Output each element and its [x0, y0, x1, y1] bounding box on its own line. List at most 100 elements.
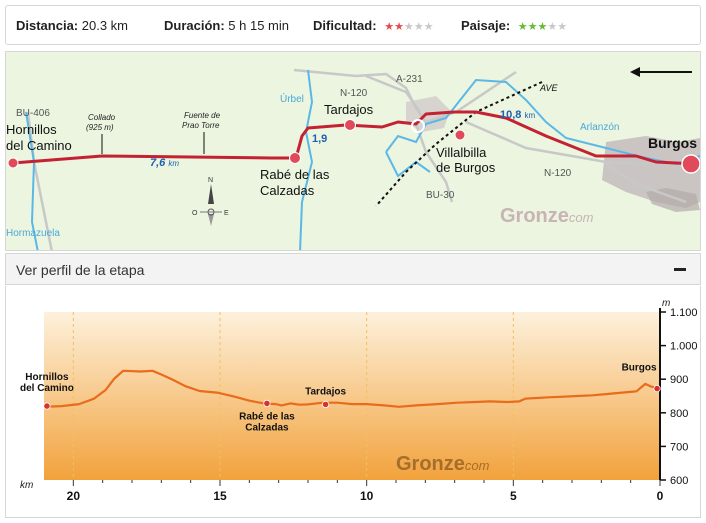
road-a231: [365, 74, 422, 113]
villalbilla-label-line1: Villalbilla: [436, 145, 487, 160]
x-tick-label: 10: [360, 489, 374, 503]
profile-header-title[interactable]: Ver perfil de la etapa: [16, 262, 145, 278]
x-tick-label: 15: [213, 489, 227, 503]
svg-text:N: N: [208, 177, 213, 184]
profile-marker-label: Burgos: [622, 363, 657, 374]
elevation-chart: 1.100 1.000 900 800 700 600 20 15 10 5 0 Hornillo…: [20, 298, 698, 503]
profile-marker[interactable]: [653, 385, 661, 393]
star-icon: ★: [394, 21, 404, 33]
landscape-stat: Paisaje: ★★★★★: [461, 18, 567, 33]
star-icon: ★: [413, 21, 424, 33]
road-label-bu30: BU-30: [426, 190, 455, 201]
hornillos-label-line2: del Camino: [6, 138, 72, 153]
star-icon: ★: [547, 21, 558, 33]
river-urbel: [299, 69, 314, 250]
y-axis-unit: m: [662, 298, 670, 309]
profile-marker[interactable]: [263, 399, 271, 407]
x-axis-ticks: 20 15 10 5 0: [67, 480, 664, 503]
tardajos-marker[interactable]: [344, 119, 356, 131]
profile-marker[interactable]: [43, 402, 51, 410]
hornillos-label-line1: Hornillos: [6, 122, 57, 137]
elevation-line: [43, 369, 661, 408]
profile-header[interactable]: Ver perfil de la etapa: [5, 253, 701, 285]
collapse-icon[interactable]: [672, 260, 688, 278]
road-link: [605, 162, 687, 204]
star-icon: ★: [517, 21, 528, 33]
x-axis-unit: km: [20, 480, 33, 491]
distance-label-3: 10,8 km: [500, 109, 535, 121]
compass-icon: N O E: [192, 177, 229, 226]
x-tick-label: 5: [510, 489, 517, 503]
river-label-urbel: Úrbel: [280, 92, 304, 105]
tardajos-label: Tardajos: [324, 102, 374, 117]
road-label-a231: A-231: [396, 74, 423, 85]
distance-value: 20.3 km: [81, 18, 129, 33]
road-label-bu406: BU-406: [16, 108, 50, 119]
poi-collado-label: Collado: [88, 113, 116, 122]
y-tick-label: 600: [670, 475, 688, 487]
junction-marker: [411, 119, 425, 133]
stage-map[interactable]: Hornillos del Camino Rabé de las Calzada…: [5, 51, 701, 251]
star-icon: ★: [527, 21, 538, 33]
poi-collado-alt: (925 m): [86, 123, 114, 132]
y-tick-label: 700: [670, 441, 688, 453]
river-label-hormazuela: Hormazuela: [6, 228, 60, 239]
difficulty-stars: ★★★★★: [384, 21, 433, 33]
distance-stat: Distancia: 20.3 km: [16, 18, 128, 33]
profile-marker[interactable]: [321, 400, 330, 409]
duration-label: Duración:: [164, 18, 225, 33]
villalbilla-label-line2: de Burgos: [436, 160, 496, 175]
duration-stat: Duración: 5 h 15 min: [164, 18, 289, 33]
rabe-marker[interactable]: [289, 152, 301, 164]
ave-railway: [375, 81, 543, 207]
road-bu30: [414, 123, 454, 203]
y-tick-label: 1.100: [670, 307, 698, 319]
poi-fuente-label: Fuente de: [184, 111, 221, 120]
star-icon: ★: [403, 21, 414, 33]
stage-stats-bar: Distancia: 20.3 km Duración: 5 h 15 min …: [5, 5, 701, 45]
river-label-arlanzon: Arlanzón: [580, 122, 619, 133]
star-icon: ★: [537, 21, 548, 33]
hornillos-marker[interactable]: [7, 157, 19, 169]
profile-watermark: Gronzecom: [396, 453, 490, 475]
x-tick-label: 20: [67, 489, 81, 503]
profile-marker-label: Hornillos del Camino: [20, 372, 74, 394]
arrow-left-icon: [630, 67, 692, 77]
svg-text:O: O: [192, 210, 198, 217]
villalbilla-marker[interactable]: [454, 129, 466, 141]
map-canvas: Hornillos del Camino Rabé de las Calzada…: [6, 67, 700, 250]
river-hormazuela: [25, 111, 39, 250]
difficulty-stat: Dificultad: ★★★★★: [313, 18, 434, 33]
star-icon: ★: [423, 21, 434, 33]
difficulty-label: Dificultad:: [313, 18, 377, 33]
star-icon: ★: [557, 21, 568, 33]
waypoint-markers: Hornillos del Camino Rabé de las Calzadas Ta…: [20, 363, 661, 433]
river-arlanzon-branch: [385, 151, 431, 178]
y-axis-ticks: 1.100 1.000 900 800 700 600: [660, 307, 698, 487]
road-label-ave: AVE: [539, 83, 559, 93]
distance-label: Distancia:: [16, 18, 79, 33]
svg-text:E: E: [224, 210, 229, 217]
poi-fuente-label2: Prao Torre: [182, 121, 220, 130]
burgos-urban-detail: [646, 188, 700, 212]
burgos-label: Burgos: [648, 135, 697, 151]
duration-value: 5 h 15 min: [228, 18, 289, 33]
landscape-label: Paisaje:: [461, 18, 511, 33]
rabe-label-line1: Rabé de las: [260, 167, 330, 182]
landscape-stars: ★★★★★: [518, 21, 567, 33]
y-tick-label: 800: [670, 408, 688, 420]
map-watermark: Gronzecom: [500, 205, 594, 227]
star-icon: ★: [384, 21, 395, 33]
profile-marker-label: Tardajos: [305, 386, 346, 397]
distance-label-2: 1,9: [312, 133, 327, 145]
road-label-n120-east: N-120: [544, 168, 572, 179]
burgos-marker[interactable]: [681, 154, 700, 174]
x-tick-label: 0: [657, 489, 664, 503]
y-tick-label: 900: [670, 374, 688, 386]
road-label-n120-north: N-120: [340, 88, 368, 99]
elevation-profile: 1.100 1.000 900 800 700 600 20 15 10 5 0 Hornillo…: [5, 286, 701, 518]
y-tick-label: 1.000: [670, 341, 698, 353]
route-line: [12, 110, 697, 166]
rabe-label-line2: Calzadas: [260, 183, 315, 198]
distance-label-1: 7,6 km: [150, 157, 179, 169]
